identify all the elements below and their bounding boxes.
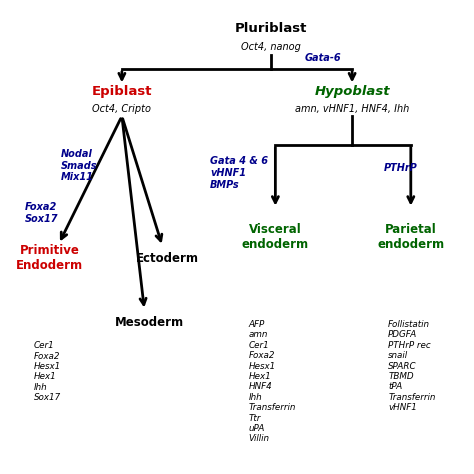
Text: Gata 4 & 6
vHNF1
BMPs: Gata 4 & 6 vHNF1 BMPs xyxy=(210,156,268,190)
Text: Pluriblast: Pluriblast xyxy=(235,22,307,35)
Text: Nodal
Smads
Mix11: Nodal Smads Mix11 xyxy=(61,149,98,182)
Text: Mesoderm: Mesoderm xyxy=(114,316,183,329)
Text: Oct4, nanog: Oct4, nanog xyxy=(241,42,301,53)
Text: Visceral
endoderm: Visceral endoderm xyxy=(242,223,309,251)
Text: Oct4, Cripto: Oct4, Cripto xyxy=(92,104,151,114)
Text: Cer1
Foxa2
Hesx1
Hex1
Ihh
Sox17: Cer1 Foxa2 Hesx1 Hex1 Ihh Sox17 xyxy=(34,341,61,402)
Text: Follistatin
PDGFA
PTHrP rec
snail
SPARC
TBMD
tPA
Transferrin
vHNF1: Follistatin PDGFA PTHrP rec snail SPARC … xyxy=(388,320,436,412)
Text: PTHrP: PTHrP xyxy=(384,163,418,173)
Text: AFP
amn
Cer1
Foxa2
Hesx1
Hex1
HNF4
Ihh
Transferrin
Ttr
uPA
Villin: AFP amn Cer1 Foxa2 Hesx1 Hex1 HNF4 Ihh T… xyxy=(248,320,296,443)
Text: Gata-6: Gata-6 xyxy=(304,53,341,63)
Text: Foxa2
Sox17: Foxa2 Sox17 xyxy=(25,202,58,224)
Text: Ectoderm: Ectoderm xyxy=(136,252,199,265)
Text: Parietal
endoderm: Parietal endoderm xyxy=(377,223,444,251)
Text: Epiblast: Epiblast xyxy=(91,84,152,98)
Text: Primitive
Endoderm: Primitive Endoderm xyxy=(16,244,83,273)
Text: Hypoblast: Hypoblast xyxy=(314,84,390,98)
Text: amn, vHNF1, HNF4, Ihh: amn, vHNF1, HNF4, Ihh xyxy=(295,104,409,114)
